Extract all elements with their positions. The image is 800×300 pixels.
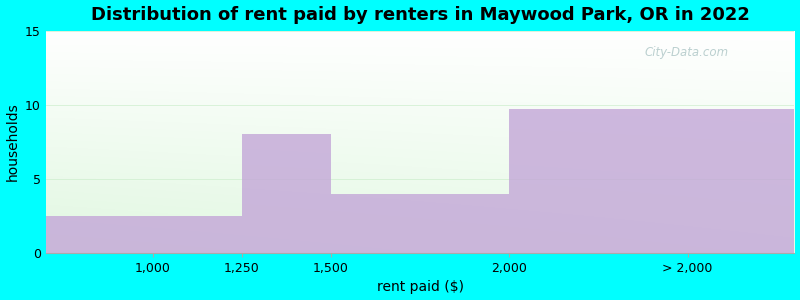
X-axis label: rent paid ($): rent paid ($) [377,280,464,294]
Text: City-Data.com: City-Data.com [645,46,729,59]
Bar [46,216,242,253]
Bar [331,194,510,253]
Bar [242,134,331,253]
Y-axis label: households: households [6,102,19,181]
Title: Distribution of rent paid by renters in Maywood Park, OR in 2022: Distribution of rent paid by renters in … [90,6,750,24]
Bar [510,109,794,253]
